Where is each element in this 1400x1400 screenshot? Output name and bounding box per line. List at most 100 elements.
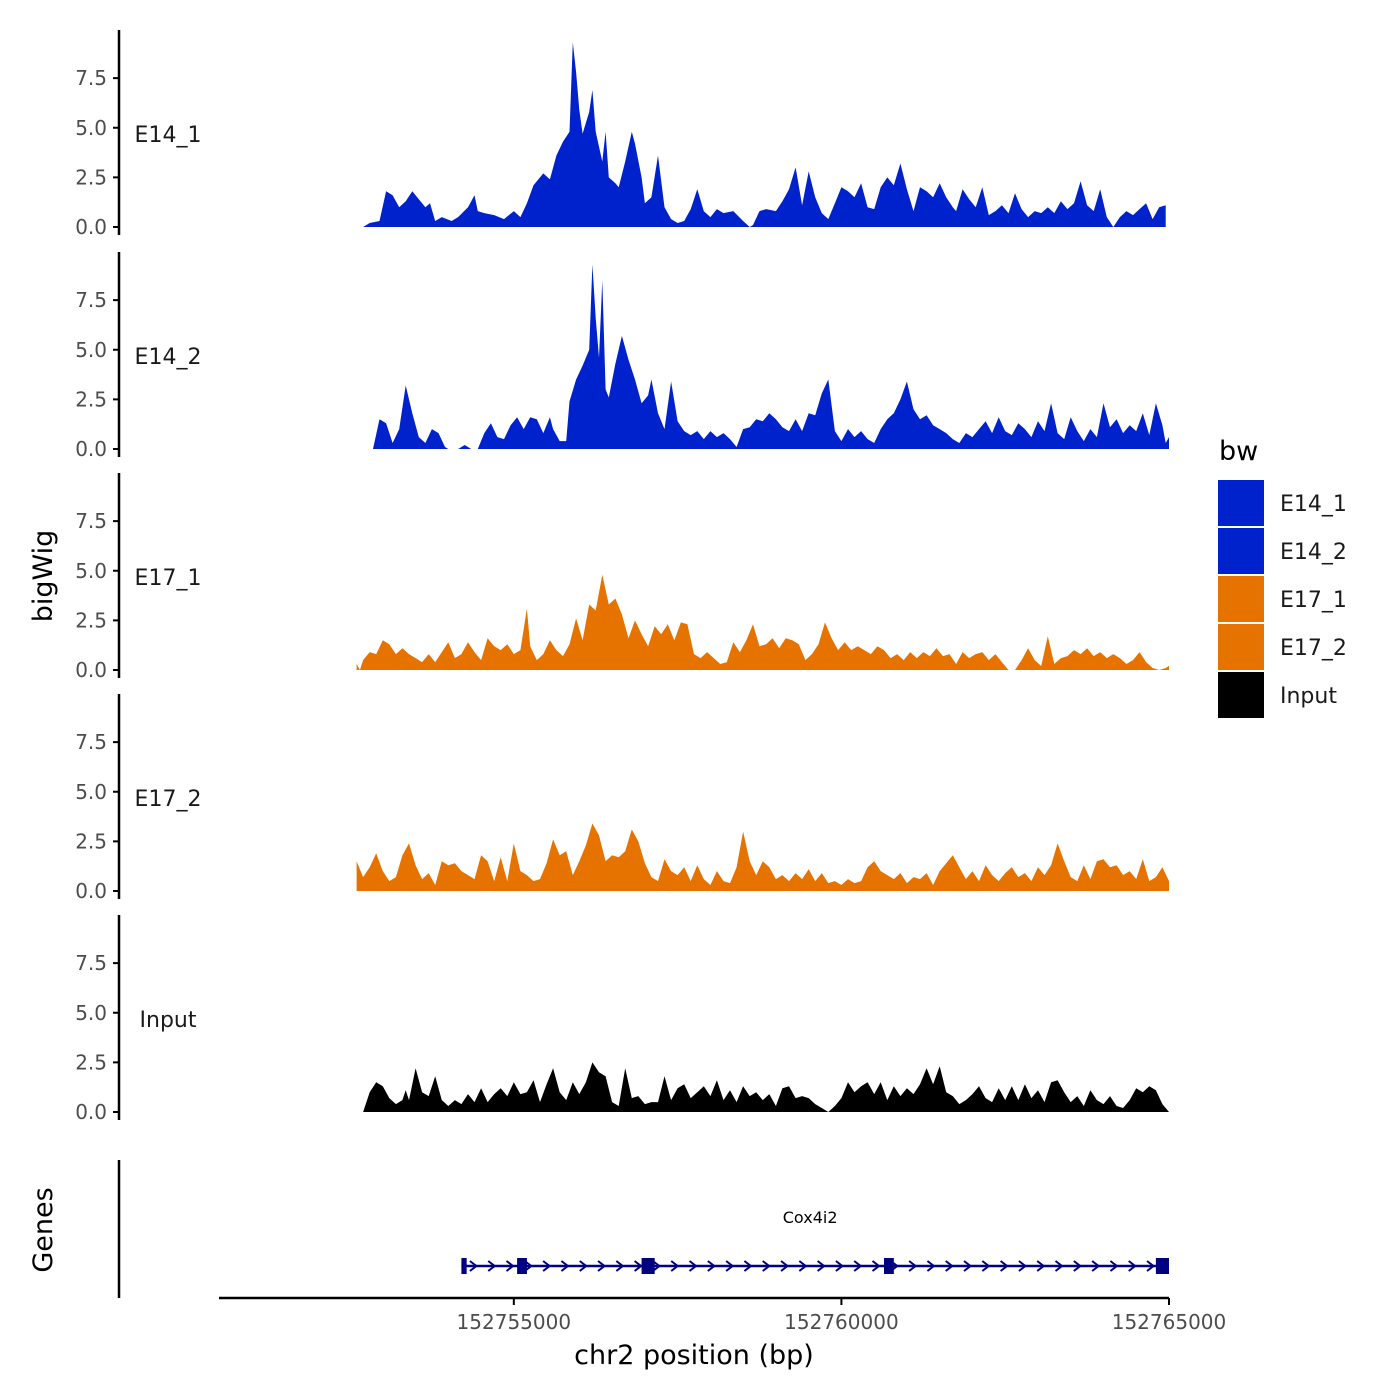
y-tick-label: 2.5 bbox=[75, 829, 107, 853]
strand-arrow bbox=[780, 1260, 790, 1272]
strand-arrow bbox=[945, 1260, 954, 1272]
strand-arrow bbox=[652, 1260, 662, 1272]
track-e14-2: 0.0 2.5 5.0 7.5 E14_2 bbox=[75, 252, 1169, 461]
y-tick-label: 5.0 bbox=[75, 116, 107, 140]
y-tick-label: 0.0 bbox=[75, 1100, 107, 1124]
track-label: E17_1 bbox=[135, 566, 202, 591]
gene-exon bbox=[461, 1258, 467, 1274]
strand-arrow bbox=[1054, 1260, 1064, 1272]
x-axis-title: chr2 position (bp) bbox=[574, 1340, 814, 1371]
track-e14-1: 0.0 2.5 5.0 7.5 E14_1 bbox=[75, 30, 1166, 239]
y-tick-label: 2.5 bbox=[75, 165, 107, 189]
y-tick-label: 2.5 bbox=[75, 387, 107, 411]
strand-arrow bbox=[688, 1260, 698, 1272]
y-tick-label: 2.5 bbox=[75, 608, 107, 632]
strand-arrow bbox=[926, 1260, 936, 1272]
strand-arrow bbox=[469, 1260, 479, 1272]
y-tick-label: 7.5 bbox=[75, 730, 107, 754]
gene-exon bbox=[884, 1258, 894, 1274]
legend-label: E17_2 bbox=[1280, 636, 1347, 661]
gene-track: Cox4i2 bbox=[117, 1160, 1169, 1298]
strand-arrow bbox=[615, 1260, 625, 1272]
x-tick-label: 152755000 bbox=[457, 1310, 572, 1334]
strand-arrow bbox=[762, 1260, 771, 1272]
strand-arrow bbox=[1073, 1260, 1082, 1272]
strand-arrow bbox=[1018, 1260, 1028, 1272]
track-label: Input bbox=[140, 1008, 197, 1033]
strand-arrow bbox=[963, 1260, 973, 1272]
strand-arrow bbox=[1036, 1260, 1046, 1272]
legend-label: E14_1 bbox=[1280, 492, 1347, 517]
legend-swatch bbox=[1218, 480, 1264, 526]
strand-arrow bbox=[908, 1260, 918, 1272]
strand-arrow bbox=[560, 1260, 570, 1272]
x-tick-label: 152765000 bbox=[1112, 1310, 1227, 1334]
x-axis: 152755000 152760000 152765000 bbox=[219, 1296, 1227, 1334]
legend-label: E14_2 bbox=[1280, 540, 1347, 565]
y-tick-label: 7.5 bbox=[75, 288, 107, 312]
strand-arrow bbox=[1109, 1260, 1119, 1272]
strand-arrow bbox=[798, 1260, 808, 1272]
y-tick-label: 7.5 bbox=[75, 951, 107, 975]
gene-name: Cox4i2 bbox=[783, 1208, 838, 1227]
track-e17-1: 0.0 2.5 5.0 7.5 E17_1 bbox=[75, 473, 1170, 682]
gene-exon bbox=[517, 1258, 527, 1274]
y-axis-title: bigWig bbox=[28, 530, 59, 623]
track-label: E14_2 bbox=[135, 345, 202, 370]
strand-arrow bbox=[487, 1260, 497, 1272]
genes-axis-title: Genes bbox=[28, 1187, 59, 1272]
coverage-area bbox=[356, 574, 1170, 670]
y-tick-label: 2.5 bbox=[75, 1050, 107, 1074]
strand-arrow bbox=[725, 1260, 735, 1272]
y-tick-label: 0.0 bbox=[75, 215, 107, 239]
strand-arrow bbox=[743, 1260, 753, 1272]
coverage-tracks: 0.0 2.5 5.0 7.5 E14_1 0.0 2.5 5.0 7.5 E14_2 0.0 2.5… bbox=[75, 30, 1170, 1124]
strand-arrow bbox=[579, 1260, 588, 1272]
coverage-area bbox=[373, 264, 1169, 449]
strand-arrow bbox=[505, 1260, 515, 1272]
legend-label: E17_1 bbox=[1280, 588, 1347, 613]
y-tick-label: 0.0 bbox=[75, 437, 107, 461]
coverage-area bbox=[363, 42, 1166, 228]
strand-arrow bbox=[707, 1260, 716, 1272]
strand-arrow bbox=[524, 1260, 533, 1272]
coverage-area bbox=[363, 1062, 1170, 1112]
y-tick-label: 5.0 bbox=[75, 1001, 107, 1025]
y-tick-label: 7.5 bbox=[75, 509, 107, 533]
y-tick-label: 7.5 bbox=[75, 66, 107, 90]
strand-arrow bbox=[633, 1260, 643, 1272]
strand-arrow bbox=[835, 1260, 845, 1272]
strand-arrow bbox=[1146, 1260, 1156, 1272]
strand-arrow bbox=[981, 1260, 991, 1272]
legend-swatch bbox=[1218, 672, 1264, 718]
legend: bw E14_1 E14_2 E17_1 E17_2 Input bbox=[1218, 436, 1347, 718]
strand-arrow bbox=[1128, 1260, 1137, 1272]
y-tick-label: 0.0 bbox=[75, 879, 107, 903]
strand-arrow bbox=[999, 1260, 1009, 1272]
y-tick-label: 0.0 bbox=[75, 658, 107, 682]
legend-swatch bbox=[1218, 624, 1264, 670]
strand-arrow bbox=[816, 1260, 826, 1272]
x-tick-label: 152760000 bbox=[784, 1310, 899, 1334]
track-e17-2: 0.0 2.5 5.0 7.5 E17_2 bbox=[75, 694, 1170, 903]
strand-arrow bbox=[597, 1260, 607, 1272]
strand-arrow bbox=[542, 1260, 552, 1272]
track-label: E17_2 bbox=[135, 787, 202, 812]
legend-label: Input bbox=[1280, 684, 1337, 709]
legend-swatch bbox=[1218, 576, 1264, 622]
y-tick-label: 5.0 bbox=[75, 559, 107, 583]
strand-arrow bbox=[871, 1260, 881, 1272]
gene-exon bbox=[1155, 1258, 1169, 1274]
gene-exon bbox=[641, 1258, 655, 1274]
strand-arrow bbox=[853, 1260, 863, 1272]
track-label: E14_1 bbox=[135, 123, 202, 148]
y-tick-label: 5.0 bbox=[75, 338, 107, 362]
track-input: 0.0 2.5 5.0 7.5 Input bbox=[75, 915, 1170, 1124]
strand-arrow bbox=[1091, 1260, 1101, 1272]
y-tick-label: 5.0 bbox=[75, 780, 107, 804]
strand-arrow bbox=[670, 1260, 680, 1272]
legend-swatch bbox=[1218, 528, 1264, 574]
legend-title: bw bbox=[1219, 436, 1258, 467]
coverage-area bbox=[356, 823, 1170, 891]
